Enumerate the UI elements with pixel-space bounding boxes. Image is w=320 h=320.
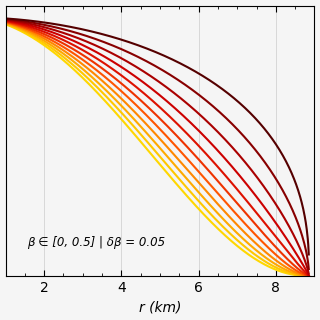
Text: β ∈ [0, 0.5] | δβ = 0.05: β ∈ [0, 0.5] | δβ = 0.05 <box>27 236 165 249</box>
X-axis label: r (km): r (km) <box>139 300 181 315</box>
